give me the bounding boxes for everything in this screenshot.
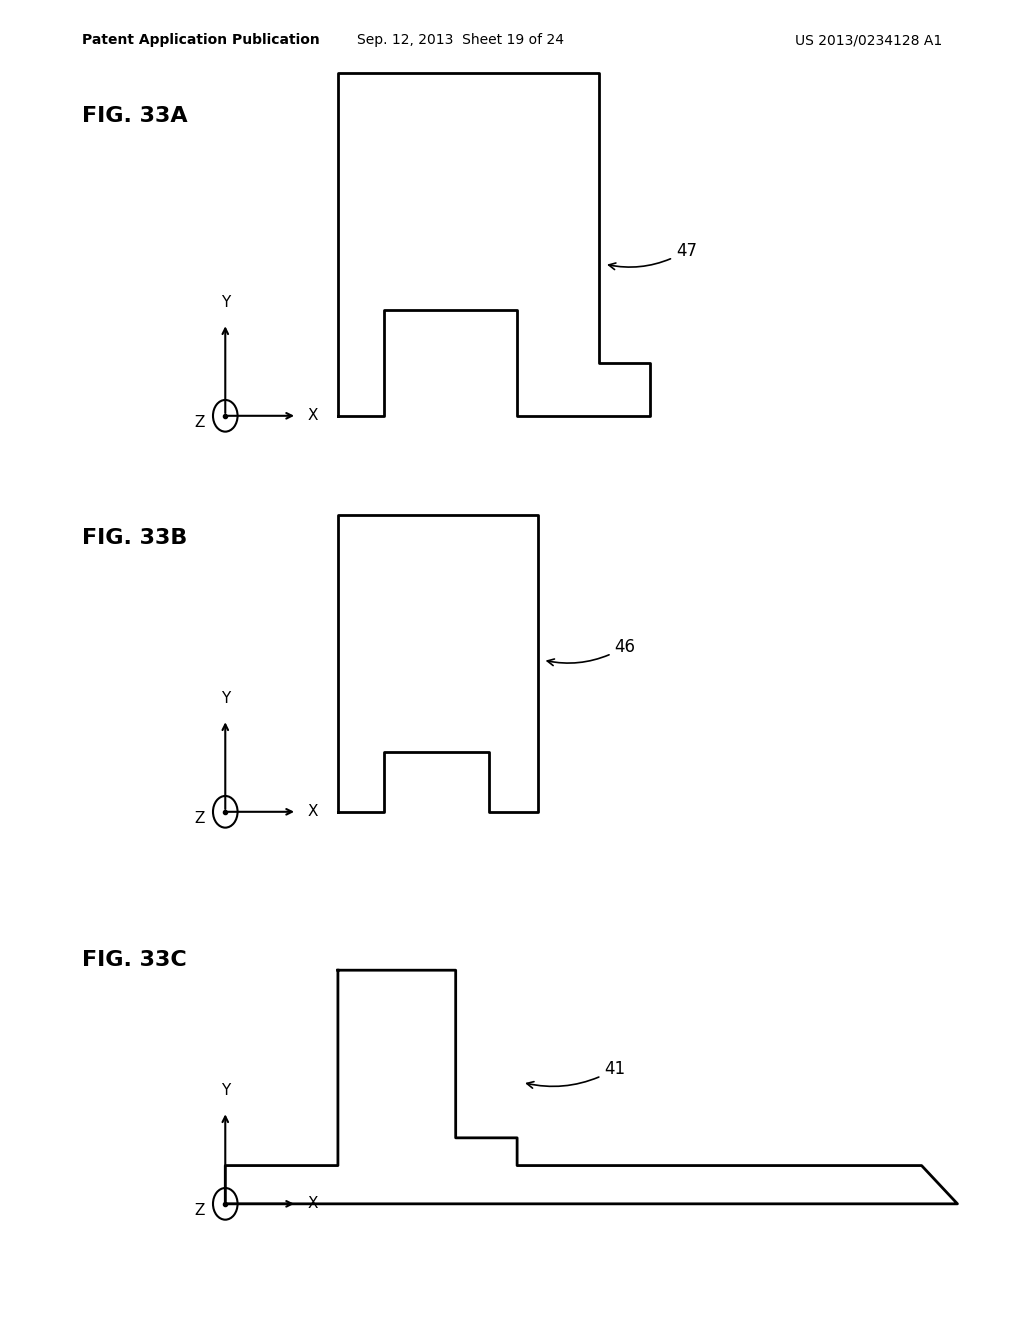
Text: X: X — [307, 1196, 317, 1212]
Text: Z: Z — [195, 414, 205, 430]
Text: US 2013/0234128 A1: US 2013/0234128 A1 — [795, 33, 942, 48]
Text: Sep. 12, 2013  Sheet 19 of 24: Sep. 12, 2013 Sheet 19 of 24 — [357, 33, 564, 48]
Text: Y: Y — [220, 296, 230, 310]
Text: X: X — [307, 804, 317, 820]
Text: Z: Z — [195, 1203, 205, 1218]
Text: FIG. 33B: FIG. 33B — [82, 528, 187, 548]
Text: 46: 46 — [547, 638, 636, 665]
Text: X: X — [307, 408, 317, 424]
Text: Y: Y — [220, 1084, 230, 1098]
Text: 41: 41 — [526, 1060, 626, 1088]
Text: Z: Z — [195, 810, 205, 826]
Text: Y: Y — [220, 692, 230, 706]
Text: 47: 47 — [608, 242, 697, 269]
Text: FIG. 33C: FIG. 33C — [82, 950, 186, 970]
Text: Patent Application Publication: Patent Application Publication — [82, 33, 319, 48]
Text: FIG. 33A: FIG. 33A — [82, 106, 187, 125]
